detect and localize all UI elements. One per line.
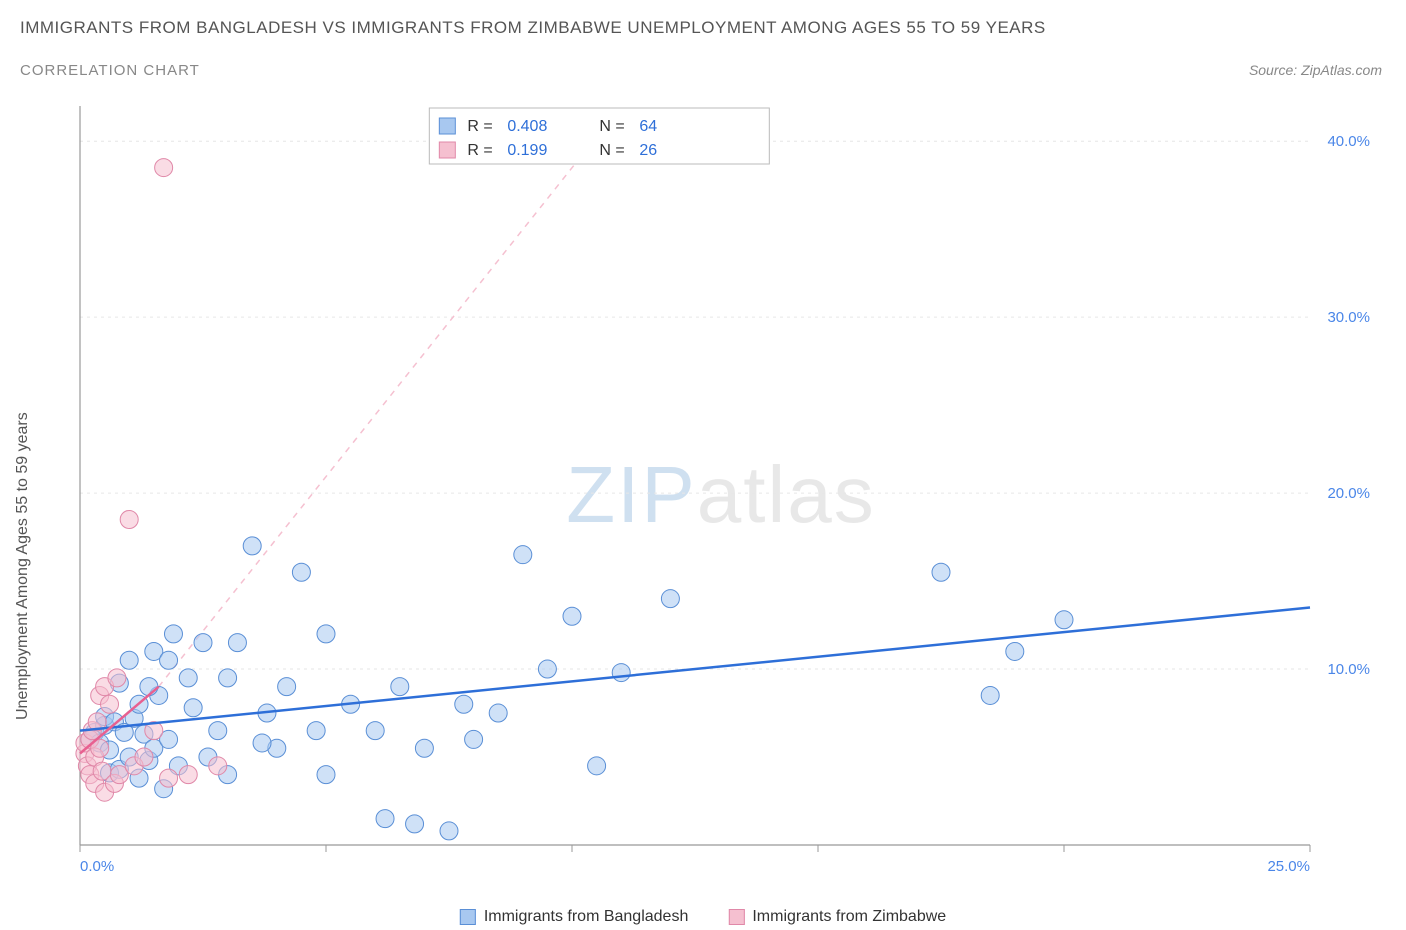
svg-text:0.0%: 0.0%	[80, 858, 114, 875]
svg-text:40.0%: 40.0%	[1327, 133, 1370, 150]
chart-subtitle: CORRELATION CHART	[20, 62, 200, 79]
svg-text:64: 64	[639, 118, 657, 135]
svg-text:R =: R =	[467, 142, 492, 159]
svg-text:N =: N =	[599, 142, 624, 159]
svg-text:N =: N =	[599, 118, 624, 135]
legend-item-bangladesh: Immigrants from Bangladesh	[460, 908, 689, 926]
legend-label: Immigrants from Zimbabwe	[752, 908, 946, 926]
svg-text:25.0%: 25.0%	[1267, 858, 1310, 875]
svg-text:0.199: 0.199	[507, 142, 547, 159]
chart-title: IMMIGRANTS FROM BANGLADESH VS IMMIGRANTS…	[20, 18, 1046, 38]
y-axis-label: Unemployment Among Ages 55 to 59 years	[14, 412, 32, 720]
svg-text:R =: R =	[467, 118, 492, 135]
scatter-plot: 10.0% 20.0% 30.0% 40.0% 0.0% 25.0% R = 0.408 N =…	[62, 100, 1380, 890]
legend-swatch-icon	[728, 909, 744, 925]
legend-bottom: Immigrants from Bangladesh Immigrants fr…	[460, 908, 946, 926]
svg-text:0.408: 0.408	[507, 118, 547, 135]
legend-label: Immigrants from Bangladesh	[484, 908, 689, 926]
source-label: Source: ZipAtlas.com	[1249, 62, 1382, 78]
svg-text:20.0%: 20.0%	[1327, 485, 1370, 502]
svg-text:26: 26	[639, 142, 657, 159]
svg-text:10.0%: 10.0%	[1327, 661, 1370, 678]
legend-item-zimbabwe: Immigrants from Zimbabwe	[728, 908, 946, 926]
chart-area: ZIPatlas 10.0%20.0%30.0%40.0%0.0%25.0%R …	[62, 100, 1380, 890]
svg-text:30.0%: 30.0%	[1327, 309, 1370, 326]
legend-swatch-icon	[460, 909, 476, 925]
